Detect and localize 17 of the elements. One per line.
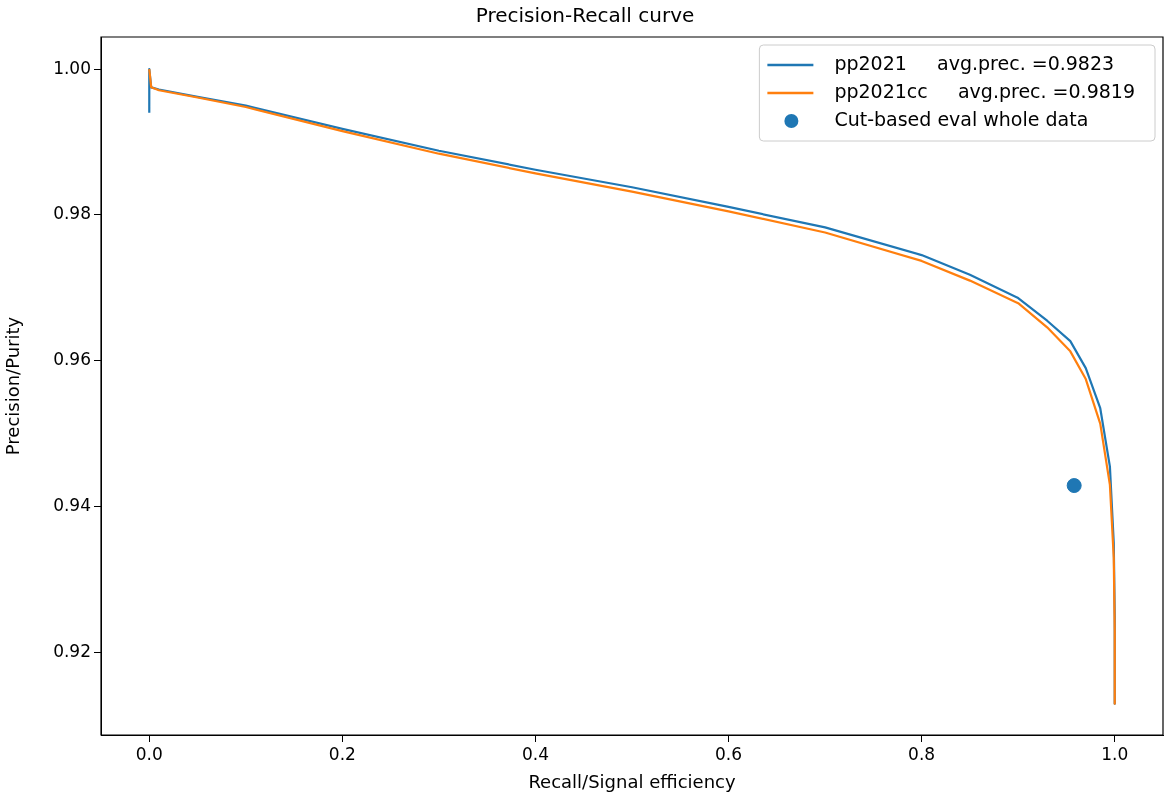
- x-tick-label: 1.0: [1101, 743, 1129, 764]
- y-axis-title: Precision/Purity: [2, 316, 24, 456]
- x-axis-title: Recall/Signal efficiency: [528, 770, 736, 792]
- x-tick-label: 0.2: [328, 743, 356, 764]
- x-tick-label: 0.6: [715, 743, 743, 764]
- y-tick-label: 1.00: [53, 57, 91, 78]
- chart-title: Precision-Recall curve: [475, 3, 695, 28]
- legend-label: pp2021 avg.prec. =0.9823: [834, 51, 1115, 74]
- y-tick-label: 0.92: [53, 641, 91, 661]
- x-tick-label: 0.4: [521, 743, 549, 764]
- legend-label: Cut-based eval whole data: [834, 107, 1089, 130]
- y-tick-label: 0.96: [53, 349, 91, 370]
- x-tick-label: 0.0: [135, 743, 163, 764]
- x-tick-label: 0.8: [908, 743, 936, 764]
- y-tick-label: 0.94: [53, 495, 91, 516]
- legend-label: pp2021cc avg.prec. =0.9819: [834, 79, 1135, 102]
- y-tick-label: 0.98: [53, 203, 91, 224]
